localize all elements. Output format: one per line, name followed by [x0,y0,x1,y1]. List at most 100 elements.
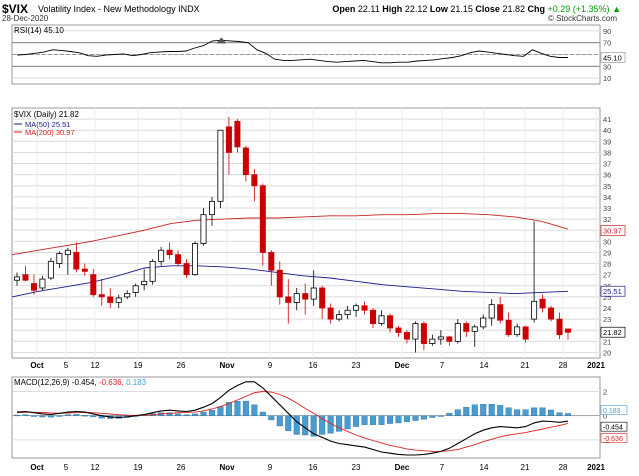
macd-histogram-bar [30,415,37,417]
candle [471,324,478,347]
macd-x-label: 28 [559,463,568,472]
candle [565,328,572,340]
candle-body [225,126,232,153]
candle-body [268,252,275,271]
macd-x-label: 26 [177,463,186,472]
candle [175,250,182,266]
macd-histogram-bar [175,413,182,416]
candle [344,305,351,320]
candle-body [81,268,88,272]
low-value: 21.15 [450,4,473,14]
high-value: 22.12 [404,4,428,14]
candle [319,285,326,320]
open-value: 22.11 [357,4,380,14]
candle [158,246,165,266]
candle-body [488,304,495,319]
macd-last-value-box [600,421,628,432]
candle [378,310,385,326]
candle-body [158,249,165,262]
macd-histogram-bar [370,415,377,425]
candle-body [124,293,131,298]
macd-histogram-bar [208,410,215,416]
candle-body [403,332,410,340]
macd-histogram-bar [514,409,521,416]
ma50-line [11,265,569,298]
macd-histogram-bar [81,415,88,417]
macd-histogram-bar [22,414,29,416]
candle-body [276,269,283,298]
macd-x-label: Dec [395,463,410,472]
price-x-label: Oct [30,361,44,370]
macd-histogram-bar [386,415,393,424]
candle-body [98,294,105,298]
price-x-label: Nov [219,361,235,370]
macd-histogram-bar [192,413,199,416]
chart-header: $VIX Volatility Index - New Methodology … [0,0,639,23]
price-tick-label: 41 [603,115,611,124]
macd-histogram-bar [47,415,54,418]
candle [208,196,215,226]
candle-body [200,214,207,244]
rsi-peak-marker [216,37,227,44]
macd-title-part: 0.183 [126,378,147,387]
macd-histogram-bar [446,413,453,416]
candle [276,261,283,305]
candle-body [251,174,258,187]
candle-body [454,323,461,342]
candle-body [30,283,37,291]
candle-body [310,287,317,300]
candle-body [64,249,71,256]
candle-body [353,305,360,311]
candle [259,183,266,266]
macd-histogram-bar [395,415,402,424]
candle-body [166,249,173,256]
ma50-last-value-box [600,285,626,297]
price-panel [11,107,601,359]
candle [514,323,521,337]
candle [403,330,410,344]
candle-body [208,200,215,216]
price-last-value-box [600,326,626,338]
candle [463,321,470,337]
price-tick-label: 32 [603,215,611,224]
candle [242,145,249,182]
candle [370,308,377,328]
candle-body [531,300,538,320]
rsi-tick-label: 70 [603,39,611,48]
candle [225,116,232,175]
macd-histogram-bar [64,414,71,416]
candle-body [539,298,546,309]
macd-last-value: -0.454 [603,425,623,432]
macd-histogram-bar [403,415,410,422]
chg-value: +0.29 (+1.35%) [547,4,610,14]
macd-histogram-bar [556,412,563,416]
macd-last-value-box [600,433,628,443]
candle [395,325,402,337]
macd-title: MACD(12,26,9) -0.454, -0.636, 0.183 [14,378,147,387]
watermark: © StockCharts.com [547,14,617,23]
macd-histogram-bar [183,414,190,416]
ma200-last-value: 30.97 [603,227,622,236]
price-tick-label: 25 [603,293,611,302]
macd-x-label: 9 [268,463,273,472]
candle [488,299,495,326]
candle-body [242,147,249,176]
macd-last-value-box [600,405,628,415]
price-tick-label: 36 [603,171,611,180]
candle-body [412,323,419,340]
rsi-title: RSI(14) 45.10 [14,26,64,35]
macd-histogram-bar [293,415,300,435]
candle [73,242,80,273]
rsi-tick-label: 90 [603,27,611,36]
rsi-tick-label: 10 [603,74,611,83]
macd-title-part: -0.636, [99,378,126,387]
price-x-label: 14 [480,361,489,370]
candle-body [56,253,63,264]
ma50-legend: MA(50) 25.51 [25,120,70,129]
price-x-label: 7 [440,361,445,370]
price-tick-label: 27 [603,271,611,280]
macd-histogram-bar [531,407,538,416]
candle [22,265,29,282]
candle-body [437,336,444,340]
